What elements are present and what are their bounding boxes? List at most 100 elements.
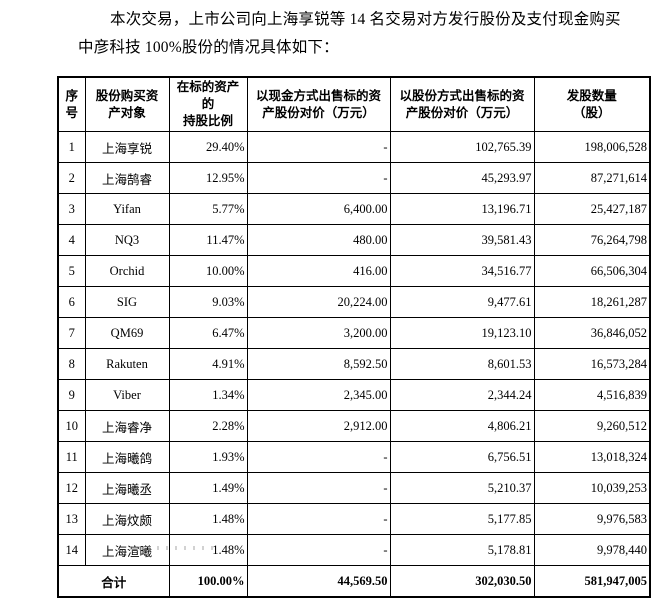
cell-shares: 36,846,052 [533,317,651,349]
cell-no: 7 [57,317,86,349]
cell-no: 4 [57,224,86,256]
table-row: 4 NQ3 11.47% 480.00 39,581.43 76,264,798 [57,224,651,256]
cell-shares: 9,978,440 [533,534,651,566]
cell-share: 45,293.97 [389,162,535,194]
cell-ratio: 1.48% [168,503,248,535]
cell-cash: 480.00 [246,224,391,256]
cell-cash: - [246,131,391,163]
cell-name: 上海曦鸽 [84,441,170,473]
cell-no: 1 [57,131,86,163]
cell-shares: 25,427,187 [533,193,651,225]
cell-share: 13,196.71 [389,193,535,225]
cell-shares: 18,261,287 [533,286,651,318]
cell-shares: 9,260,512 [533,410,651,442]
cell-share: 34,516.77 [389,255,535,287]
cell-shares: 4,516,839 [533,379,651,411]
document-page: 本次交易，上市公司向上海享锐等 14 名交易对方发行股份及支付现金购买 中彦科技… [0,6,660,598]
cell-cash: - [246,503,391,535]
col-header-holding-ratio: 在标的资产的 持股比例 [168,76,248,132]
table-footer: 合计 100.00% 44,569.50 302,030.50 581,947,… [57,565,651,598]
cell-name: SIG [84,286,170,318]
cell-cash: 20,224.00 [246,286,391,318]
cell-name: 上海鹄睿 [84,162,170,194]
cell-share: 19,123.10 [389,317,535,349]
cell-no: 12 [57,472,86,504]
cell-name: Yifan [84,193,170,225]
table-row: 2 上海鹄睿 12.95% -45,293.97 87,271,614 [57,162,651,194]
cell-no: 8 [57,348,86,380]
cell-name: Viber [84,379,170,411]
table-body: 1 上海享锐 29.40% -102,765.39 198,006,528 2 上海鹄睿 12… [57,131,651,566]
intro-line-1: 本次交易，上市公司向上海享锐等 14 名交易对方发行股份及支付现金购买 [110,11,621,28]
cell-cash: - [246,162,391,194]
cell-ratio: 10.00% [168,255,248,287]
table-row: 3 Yifan 5.77% 6,400.00 13,196.71 25,427,187 [57,193,651,225]
table-row: 5 Orchid 10.00% 416.00 34,516.77 66,506,304 [57,255,651,287]
total-shares: 581,947,005 [533,565,651,598]
cell-cash: 8,592.50 [246,348,391,380]
cell-share: 6,756.51 [389,441,535,473]
cell-ratio: 1.34% [168,379,248,411]
cell-name: 上海曦丞 [84,472,170,504]
cell-cash: 2,345.00 [246,379,391,411]
cell-cash: 3,200.00 [246,317,391,349]
intro-line-2: 中彦科技 100%股份的情况具体如下： [78,39,339,56]
cell-cash: - [246,472,391,504]
table-row: 10 上海睿净 2.28% 2,912.00 4,806.21 9,260,512 [57,410,651,442]
cell-shares: 76,264,798 [533,224,651,256]
clipped-text-fragment [130,546,218,550]
cell-share: 5,210.37 [389,472,535,504]
cell-share: 39,581.43 [389,224,535,256]
share-purchase-table: 序 号 股份购买资 产对象 在标的资产的 持股比例 以现金方式出售标的资 产股份… [57,76,651,598]
cell-cash: 6,400.00 [246,193,391,225]
total-ratio: 100.00% [168,565,248,598]
cell-no: 3 [57,193,86,225]
cell-shares: 198,006,528 [533,131,651,163]
table-row: 9 Viber 1.34% 2,345.00 2,344.24 4,516,839 [57,379,651,411]
cell-ratio: 2.28% [168,410,248,442]
cell-ratio: 1.48% [168,534,248,566]
cell-shares: 87,271,614 [533,162,651,194]
cell-no: 13 [57,503,86,535]
cell-ratio: 29.40% [168,131,248,163]
cell-name: 上海炆颇 [84,503,170,535]
cell-ratio: 1.93% [168,441,248,473]
cell-no: 6 [57,286,86,318]
total-share: 302,030.50 [389,565,535,598]
cell-ratio: 4.91% [168,348,248,380]
cell-cash: - [246,441,391,473]
cell-name: 上海享锐 [84,131,170,163]
col-header-cash-consideration: 以现金方式出售标的资 产股份对价（万元） [246,76,391,132]
col-header-issued-shares: 发股数量 （股） [533,76,651,132]
cell-ratio: 11.47% [168,224,248,256]
cell-share: 2,344.24 [389,379,535,411]
cell-name: 上海渲曦 [84,534,170,566]
cell-shares: 9,976,583 [533,503,651,535]
cell-share: 5,177.85 [389,503,535,535]
col-header-seq-no: 序 号 [57,76,86,132]
cell-ratio: 6.47% [168,317,248,349]
total-label: 合计 [57,565,170,598]
cell-cash: - [246,534,391,566]
col-header-counterparty: 股份购买资 产对象 [84,76,170,132]
cell-shares: 66,506,304 [533,255,651,287]
total-row: 合计 100.00% 44,569.50 302,030.50 581,947,… [57,565,651,598]
cell-name: QM69 [84,317,170,349]
col-header-share-consideration: 以股份方式出售标的资 产股份对价（万元） [389,76,535,132]
cell-no: 9 [57,379,86,411]
cell-no: 10 [57,410,86,442]
cell-shares: 16,573,284 [533,348,651,380]
intro-paragraph: 本次交易，上市公司向上海享锐等 14 名交易对方发行股份及支付现金购买 中彦科技… [78,6,622,62]
cell-ratio: 9.03% [168,286,248,318]
table-row: 12 上海曦丞 1.49% -5,210.37 10,039,253 [57,472,651,504]
cell-no: 11 [57,441,86,473]
cell-share: 5,178.81 [389,534,535,566]
total-cash: 44,569.50 [246,565,391,598]
cell-ratio: 12.95% [168,162,248,194]
table-row: 13 上海炆颇 1.48% -5,177.85 9,976,583 [57,503,651,535]
table-row: 6 SIG 9.03% 20,224.00 9,477.61 18,261,287 [57,286,651,318]
cell-name: 上海睿净 [84,410,170,442]
cell-name: Orchid [84,255,170,287]
table-row: 8 Rakuten 4.91% 8,592.50 8,601.53 16,573,284 [57,348,651,380]
cell-ratio: 5.77% [168,193,248,225]
